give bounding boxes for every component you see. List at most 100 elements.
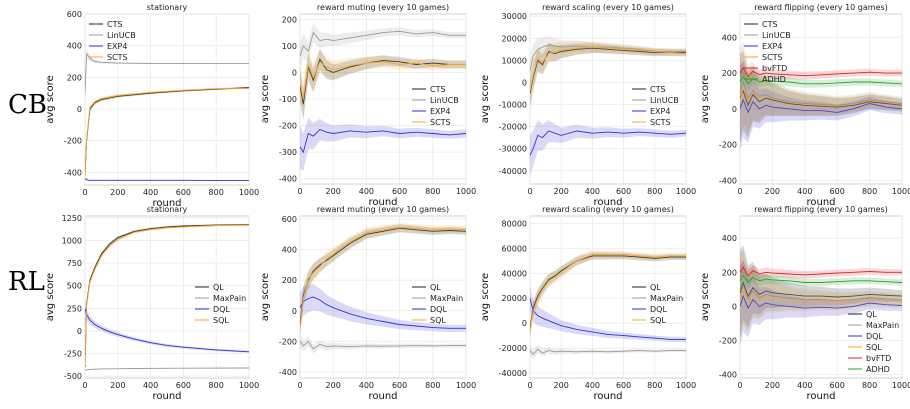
- x-tick-label: 600: [830, 381, 845, 390]
- y-tick-label: 0: [292, 68, 297, 77]
- series-line-sql: [85, 224, 249, 366]
- x-tick-label: 600: [392, 187, 407, 196]
- legend-label-cts: CTS: [430, 85, 446, 94]
- y-axis-label: avg score: [480, 273, 491, 321]
- legend-label-scts: SCTS: [762, 53, 783, 62]
- plot-area: [299, 215, 467, 379]
- series-line-cts: [300, 58, 466, 105]
- x-tick-label: 600: [830, 187, 845, 196]
- series-band-scts: [740, 48, 902, 147]
- y-tick-label: -40000: [499, 167, 527, 176]
- series-line-cts: [530, 47, 686, 94]
- legend: QL MaxPain DQL SQL bvFTD ADHD: [848, 310, 899, 374]
- plot-area: [529, 13, 687, 185]
- series-line-sql: [740, 286, 902, 303]
- legend-label-maxpain: MaxPain: [213, 294, 246, 303]
- chart-title: stationary: [147, 3, 188, 12]
- legend-label-linucb: LinUCB: [650, 96, 679, 105]
- y-tick-label: -200: [719, 336, 737, 345]
- x-tick-label: 800: [209, 381, 224, 390]
- x-tick-label: 0: [297, 187, 302, 196]
- chart-title: reward muting (every 10 games): [317, 3, 449, 12]
- x-tick-label: 200: [765, 187, 780, 196]
- y-tick-label: -200: [279, 122, 297, 131]
- series-line-scts: [530, 46, 686, 92]
- chart-title: stationary: [147, 205, 188, 214]
- chart-title: reward scaling (every 10 games): [542, 205, 674, 214]
- x-tick-label: 800: [425, 187, 440, 196]
- y-tick-label: -20000: [499, 344, 527, 353]
- chart-panel-7: 0 200 400 600 800 1000 -40000 -20000 0 20000 40000…: [480, 205, 696, 402]
- legend-label-maxpain: MaxPain: [866, 321, 899, 330]
- x-tick-label: 200: [326, 381, 341, 390]
- legend-label-exp4: EXP4: [650, 107, 670, 116]
- y-tick-label: 0: [732, 105, 737, 114]
- y-tick-label: -300: [279, 148, 297, 157]
- chart-title: reward flipping (every 10 games): [754, 3, 888, 12]
- x-tick-label: 600: [616, 187, 631, 196]
- x-tick-label: 0: [737, 381, 742, 390]
- legend-label-cts: CTS: [762, 20, 778, 29]
- series-line-exp4: [740, 98, 902, 114]
- x-axis-label: round: [152, 198, 181, 209]
- y-tick-label: 600: [282, 215, 297, 224]
- series-line-exp4: [300, 128, 466, 154]
- series-band-sql: [300, 222, 466, 339]
- series-line-sql: [530, 254, 686, 331]
- series-line-sql: [300, 227, 466, 330]
- x-axis-label: round: [593, 197, 622, 208]
- series-line-maxpain: [85, 367, 249, 371]
- x-axis-label: round: [593, 391, 622, 402]
- series-band-maxpain: [740, 248, 902, 339]
- series-line-exp4: [85, 178, 249, 182]
- x-tick-label: 800: [862, 381, 877, 390]
- series-line-ql: [85, 224, 249, 368]
- x-tick-label: 0: [527, 187, 532, 196]
- series-band-linucb: [740, 40, 902, 142]
- x-tick-label: 1000: [456, 187, 476, 196]
- legend-label-linucb: LinUCB: [430, 96, 459, 105]
- y-tick-label: -400: [719, 371, 737, 380]
- plot-area: [84, 215, 250, 379]
- x-tick-label: 600: [176, 381, 191, 390]
- y-tick-label: 60000: [502, 244, 527, 253]
- x-tick-label: 400: [359, 381, 374, 390]
- y-tick-label: 0: [522, 319, 527, 328]
- legend-label-bvftd: bvFTD: [762, 64, 787, 73]
- y-tick-label: 30000: [502, 12, 527, 21]
- series-line-exp4: [530, 130, 686, 156]
- y-tick-label: 40000: [502, 269, 527, 278]
- plot-area: [739, 215, 903, 379]
- x-tick-label: 200: [554, 381, 569, 390]
- y-tick-label: 750: [67, 259, 82, 268]
- series-line-bvftd: [740, 266, 902, 277]
- chart-panel-2: 0 200 400 600 800 1000 -400 -300 -200 -100 0 100 200…: [260, 3, 476, 208]
- y-tick-label: 400: [722, 33, 737, 42]
- series-line-dql: [85, 308, 249, 353]
- y-tick-label: 200: [722, 268, 737, 277]
- legend-label-maxpain: MaxPain: [650, 294, 683, 303]
- plot-area: [739, 13, 903, 185]
- x-tick-label: 1000: [239, 381, 259, 390]
- x-tick-label: 1000: [892, 187, 910, 196]
- legend-label-dql: DQL: [213, 305, 230, 314]
- chart-panel-8: 0 200 400 600 800 1000 -400 -200 0 200 400 reward f…: [700, 205, 910, 402]
- y-tick-label: 20000: [502, 294, 527, 303]
- x-tick-label: 1000: [239, 188, 259, 197]
- x-tick-label: 1000: [456, 381, 476, 390]
- y-tick-label: -200: [64, 137, 82, 146]
- legend-label-sql: SQL: [213, 316, 229, 325]
- x-axis-label: round: [368, 197, 397, 208]
- series-line-maxpain: [740, 284, 902, 301]
- x-axis-label: round: [152, 391, 181, 402]
- y-tick-label: 200: [722, 69, 737, 78]
- legend-label-scts: SCTS: [430, 118, 451, 127]
- y-tick-label: 400: [67, 42, 82, 51]
- legend-label-bvftd: bvFTD: [866, 354, 891, 363]
- y-tick-label: 1250: [62, 214, 82, 223]
- series-band-scts: [300, 49, 466, 117]
- y-axis-label: avg score: [260, 273, 271, 321]
- x-tick-label: 800: [647, 381, 662, 390]
- series-group: [300, 23, 466, 171]
- legend-label-cts: CTS: [650, 85, 666, 94]
